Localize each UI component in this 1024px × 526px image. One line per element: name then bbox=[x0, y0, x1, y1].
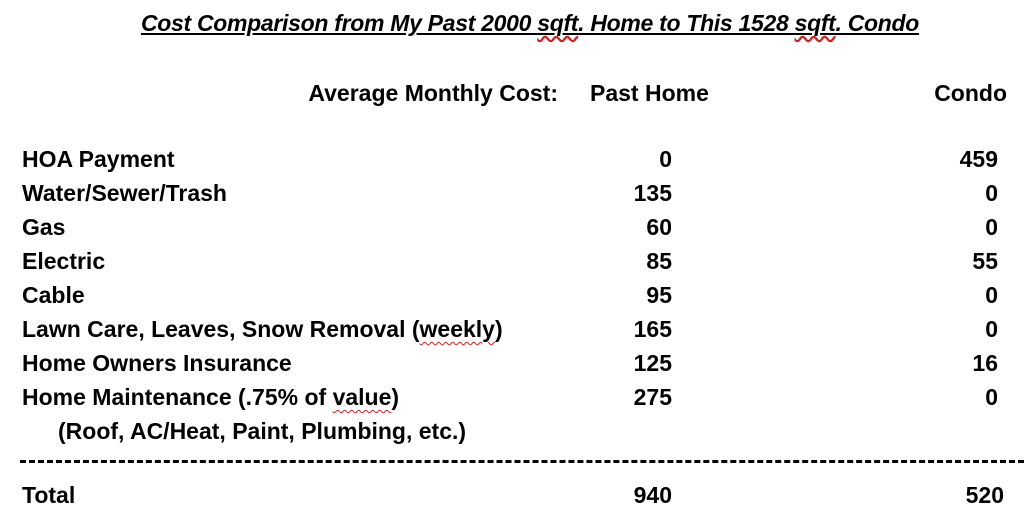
row-label: Gas bbox=[22, 214, 66, 240]
row-past-value: 275 bbox=[633, 384, 672, 410]
row-condo-value: 55 bbox=[972, 248, 998, 274]
row-label-part: Home Owners bbox=[22, 350, 184, 376]
maintenance-sub-note: (Roof, AC/Heat, Paint, Plumbing, etc.) bbox=[58, 418, 467, 444]
table-row-insurance: Home Owners Insurance 125 16 bbox=[0, 350, 1024, 384]
title-sqft-1: sqft bbox=[537, 10, 579, 36]
row-label: HOA Payment bbox=[22, 146, 175, 172]
row-label-part: ) bbox=[494, 316, 503, 342]
table-row-maintenance: Home Maintenance (.75% of value) 275 0 bbox=[0, 384, 1024, 418]
row-past-value: 125 bbox=[633, 350, 672, 376]
table-row-cable: Cable 95 0 bbox=[0, 282, 1024, 316]
total-row: Total 940 520 bbox=[0, 482, 1024, 516]
row-label-part: Home Maintenance (.75% of bbox=[22, 384, 333, 410]
header-label: Average Monthly Cost: bbox=[308, 80, 558, 106]
row-label-spellcheck-word: value bbox=[332, 384, 392, 410]
row-condo-value: 0 bbox=[985, 214, 998, 240]
column-header-row: Average Monthly Cost: Past Home Condo bbox=[0, 80, 1024, 110]
row-past-value: 95 bbox=[646, 282, 672, 308]
table-row-hoa: HOA Payment 0 459 bbox=[0, 146, 1024, 180]
row-label-spellcheck-word: weekly bbox=[419, 316, 495, 342]
total-past-value: 940 bbox=[633, 482, 672, 508]
row-condo-value: 0 bbox=[985, 384, 998, 410]
table-row-water: Water/Sewer/Trash 135 0 bbox=[0, 180, 1024, 214]
row-condo-value: 0 bbox=[985, 316, 998, 342]
header-condo: Condo bbox=[934, 80, 1007, 106]
title-text-middle: . Home to This 1528 bbox=[578, 10, 795, 36]
dashed-divider bbox=[20, 460, 1024, 463]
title-text-before: Cost Comparison from My Past 2000 bbox=[140, 10, 538, 36]
header-past-home: Past Home bbox=[590, 80, 709, 106]
row-label: Home Maintenance (.75% of value) bbox=[22, 384, 399, 411]
row-label: Home Owners Insurance bbox=[22, 350, 292, 377]
row-condo-value: 0 bbox=[985, 282, 998, 308]
row-past-value: 135 bbox=[633, 180, 672, 206]
total-label: Total bbox=[22, 482, 76, 508]
row-past-value: 165 bbox=[633, 316, 672, 342]
row-label: Cable bbox=[22, 282, 85, 308]
row-label-part: ) bbox=[391, 384, 400, 410]
row-label: Lawn Care, Leaves, Snow Removal (weekly) bbox=[22, 316, 503, 343]
row-past-value: 0 bbox=[659, 146, 672, 172]
title-sqft-2: sqft bbox=[794, 10, 836, 36]
row-condo-value: 0 bbox=[985, 180, 998, 206]
title-text-after: . Condo bbox=[835, 10, 920, 36]
row-label-part: Lawn Care, Leaves, Snow Removal ( bbox=[22, 316, 420, 342]
table-row-electric: Electric 85 55 bbox=[0, 248, 1024, 282]
page-title: Cost Comparison from My Past 2000 sqft. … bbox=[0, 10, 1024, 37]
total-condo-value: 520 bbox=[965, 482, 1004, 508]
row-past-value: 60 bbox=[646, 214, 672, 240]
table-row-gas: Gas 60 0 bbox=[0, 214, 1024, 248]
table-row-lawn-care: Lawn Care, Leaves, Snow Removal (weekly)… bbox=[0, 316, 1024, 350]
row-condo-value: 16 bbox=[972, 350, 998, 376]
row-condo-value: 459 bbox=[959, 146, 998, 172]
row-past-value: 85 bbox=[646, 248, 672, 274]
row-label: Electric bbox=[22, 248, 106, 274]
row-label: Water/Sewer/Trash bbox=[22, 180, 227, 206]
row-label-part: Insurance bbox=[183, 350, 292, 376]
cost-table: HOA Payment 0 459 Water/Sewer/Trash 135 … bbox=[0, 146, 1024, 418]
